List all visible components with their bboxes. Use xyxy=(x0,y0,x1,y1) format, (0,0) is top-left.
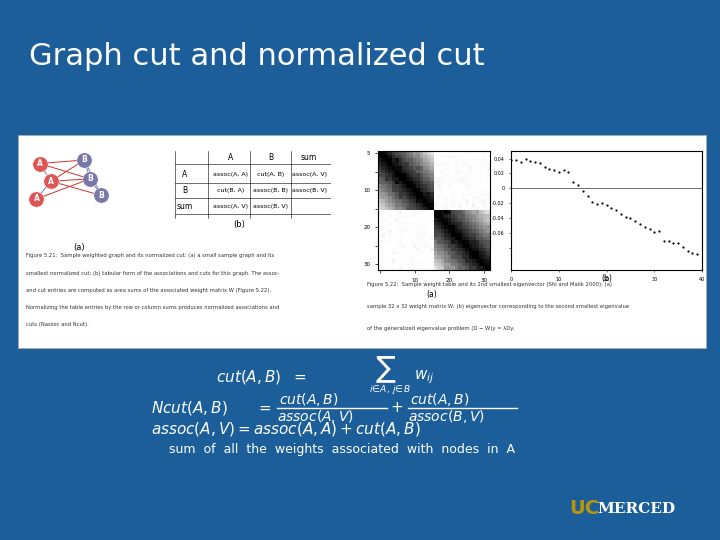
Text: $w_{ij}$: $w_{ij}$ xyxy=(414,368,434,386)
Text: sum: sum xyxy=(301,153,318,162)
Text: B: B xyxy=(268,153,273,162)
Text: B: B xyxy=(99,191,104,200)
Text: $cut(A,B)$: $cut(A,B)$ xyxy=(410,391,470,408)
Text: $i\!\in\!A,\,j\!\in\!B$: $i\!\in\!A,\,j\!\in\!B$ xyxy=(369,383,410,396)
Text: Normalizing the table entries by the row or column sums produces normalized asso: Normalizing the table entries by the row… xyxy=(27,305,280,310)
Text: assoc(A, V): assoc(A, V) xyxy=(212,204,248,208)
Text: $Ncut(A,B)$: $Ncut(A,B)$ xyxy=(151,399,228,417)
Text: cut(B, A): cut(B, A) xyxy=(217,188,244,193)
FancyBboxPatch shape xyxy=(18,135,706,348)
Text: assoc(A, V): assoc(A, V) xyxy=(292,172,327,177)
Text: sum  of  all  the  weights  associated  with  nodes  in  A: sum of all the weights associated with n… xyxy=(169,443,516,456)
Text: assoc(B, V): assoc(B, V) xyxy=(253,204,288,208)
Text: Figure 5.21:  Sample weighted graph and its normalized cut: (a) a small sample g: Figure 5.21: Sample weighted graph and i… xyxy=(27,253,274,258)
Text: and cut entries are computed as area sums of the associated weight matrix W (Fig: and cut entries are computed as area sum… xyxy=(27,288,271,293)
Text: $cut(A,B)$  $=$: $cut(A,B)$ $=$ xyxy=(216,368,307,386)
Text: $assoc(A,V) = assoc(A,A) + cut(A,B)$: $assoc(A,V) = assoc(A,A) + cut(A,B)$ xyxy=(151,420,421,438)
Text: A: A xyxy=(34,194,40,204)
Text: Figure 5.22:  Sample weight table and its 2nd smallest eigenvector (Shi and Mali: Figure 5.22: Sample weight table and its… xyxy=(367,282,612,287)
Text: cuts (Nassoc and Ncut).: cuts (Nassoc and Ncut). xyxy=(27,322,89,327)
Text: $assoc(A,V)$: $assoc(A,V)$ xyxy=(277,408,354,426)
Text: $+$: $+$ xyxy=(390,400,403,415)
Text: assoc(B, B): assoc(B, B) xyxy=(253,188,288,193)
Text: MERCED: MERCED xyxy=(598,502,676,516)
Text: sample 32 x 32 weight matrix W; (b) eigenvector corresponding to the second smal: sample 32 x 32 weight matrix W; (b) eige… xyxy=(367,303,629,309)
Text: UC: UC xyxy=(569,499,599,518)
Text: A: A xyxy=(181,170,187,179)
Text: $\sum$: $\sum$ xyxy=(374,355,396,385)
Text: A: A xyxy=(37,159,42,168)
Text: (a): (a) xyxy=(427,291,438,299)
Text: sum: sum xyxy=(176,201,192,211)
Text: smallest normalized cut; (b) tabular form of the associations and cuts for this : smallest normalized cut; (b) tabular for… xyxy=(27,271,280,275)
Text: (a): (a) xyxy=(73,242,85,252)
Text: B: B xyxy=(181,186,187,195)
Text: A: A xyxy=(48,177,54,186)
Text: Graph cut and normalized cut: Graph cut and normalized cut xyxy=(29,42,485,71)
Text: (b): (b) xyxy=(233,220,246,229)
Text: cut(A, B): cut(A, B) xyxy=(257,172,284,177)
Text: of the generalized eigenvalue problem (D − W)y = λDy.: of the generalized eigenvalue problem (D… xyxy=(367,326,514,330)
Text: assoc(B, V): assoc(B, V) xyxy=(292,188,327,193)
Text: B: B xyxy=(87,174,93,184)
Text: B: B xyxy=(81,156,87,165)
Text: $cut(A,B)$: $cut(A,B)$ xyxy=(279,391,339,408)
Text: (b): (b) xyxy=(601,274,612,283)
Text: $assoc(B,V)$: $assoc(B,V)$ xyxy=(408,408,485,426)
Text: A: A xyxy=(228,153,233,162)
Text: $=$: $=$ xyxy=(256,400,271,415)
Text: assoc(A, A): assoc(A, A) xyxy=(212,172,248,177)
